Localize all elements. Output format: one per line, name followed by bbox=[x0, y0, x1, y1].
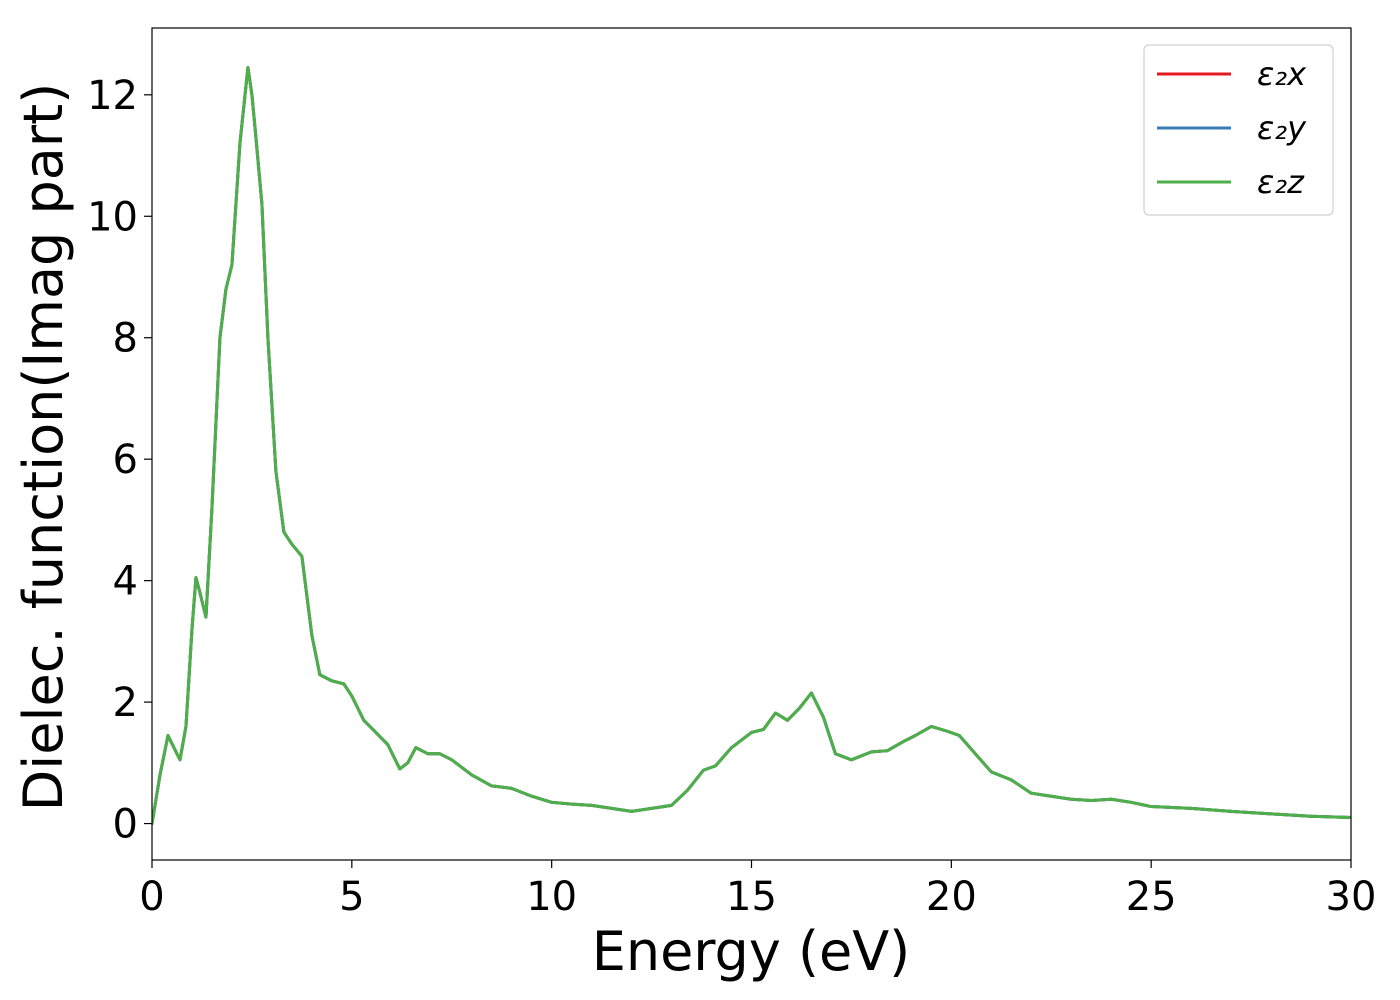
x-axis-label: Energy (eV) bbox=[592, 920, 911, 983]
y-tick-label: 12 bbox=[87, 73, 138, 119]
x-tick-label: 20 bbox=[926, 874, 977, 920]
y-tick-label: 8 bbox=[113, 316, 138, 362]
y-tick-label: 6 bbox=[113, 437, 138, 483]
y-tick-label: 10 bbox=[87, 194, 138, 240]
x-tick-label: 15 bbox=[726, 874, 777, 920]
y-tick-label: 4 bbox=[113, 559, 138, 605]
x-tick-label: 0 bbox=[139, 874, 164, 920]
legend: ε₂x ε₂y ε₂z bbox=[1143, 44, 1334, 216]
series-line-3 bbox=[152, 65, 1351, 826]
axes: 0 5 10 15 20 25 30 0 2 4 6 8 10 12 bbox=[87, 27, 1377, 920]
y-tick-label: 2 bbox=[113, 680, 138, 726]
x-tick-label: 5 bbox=[339, 874, 364, 920]
y-tick-label: 0 bbox=[113, 802, 138, 848]
x-tick-label: 30 bbox=[1326, 874, 1377, 920]
legend-box bbox=[1143, 44, 1334, 216]
y-axis-label: Dielec. function(Imag part) bbox=[12, 83, 75, 812]
legend-label: ε₂x bbox=[1257, 55, 1307, 93]
plot-area bbox=[152, 65, 1351, 826]
x-tick-label: 10 bbox=[526, 874, 577, 920]
x-tick-label: 25 bbox=[1126, 874, 1177, 920]
legend-label: ε₂z bbox=[1257, 163, 1305, 201]
legend-label: ε₂y bbox=[1257, 109, 1307, 147]
